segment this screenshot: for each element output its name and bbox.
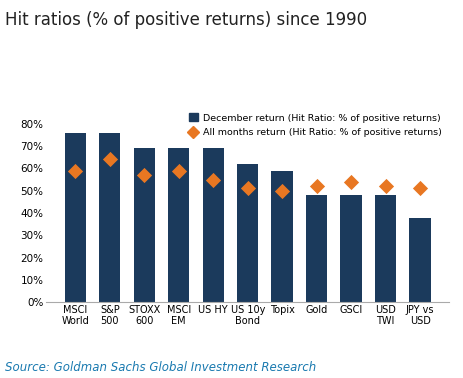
Point bbox=[382, 183, 389, 189]
Bar bbox=[133, 148, 155, 302]
Legend: December return (Hit Ratio: % of positive returns), All months return (Hit Ratio: December return (Hit Ratio: % of positiv… bbox=[186, 110, 444, 140]
Bar bbox=[237, 164, 258, 302]
Point bbox=[106, 156, 113, 163]
Bar bbox=[99, 133, 120, 302]
Point bbox=[210, 177, 217, 183]
Point bbox=[416, 186, 424, 192]
Text: Hit ratios (% of positive returns) since 1990: Hit ratios (% of positive returns) since… bbox=[5, 11, 367, 29]
Point bbox=[278, 188, 286, 194]
Text: Source: Goldman Sachs Global Investment Research: Source: Goldman Sachs Global Investment … bbox=[5, 361, 316, 374]
Bar bbox=[202, 148, 224, 302]
Point bbox=[347, 179, 355, 185]
Bar bbox=[168, 148, 189, 302]
Bar bbox=[340, 195, 362, 302]
Bar bbox=[409, 217, 431, 302]
Point bbox=[244, 186, 251, 192]
Bar bbox=[271, 170, 293, 302]
Point bbox=[72, 167, 79, 174]
Point bbox=[141, 172, 148, 178]
Bar bbox=[375, 195, 396, 302]
Point bbox=[175, 167, 182, 174]
Bar bbox=[306, 195, 327, 302]
Point bbox=[313, 183, 320, 189]
Bar bbox=[65, 133, 86, 302]
